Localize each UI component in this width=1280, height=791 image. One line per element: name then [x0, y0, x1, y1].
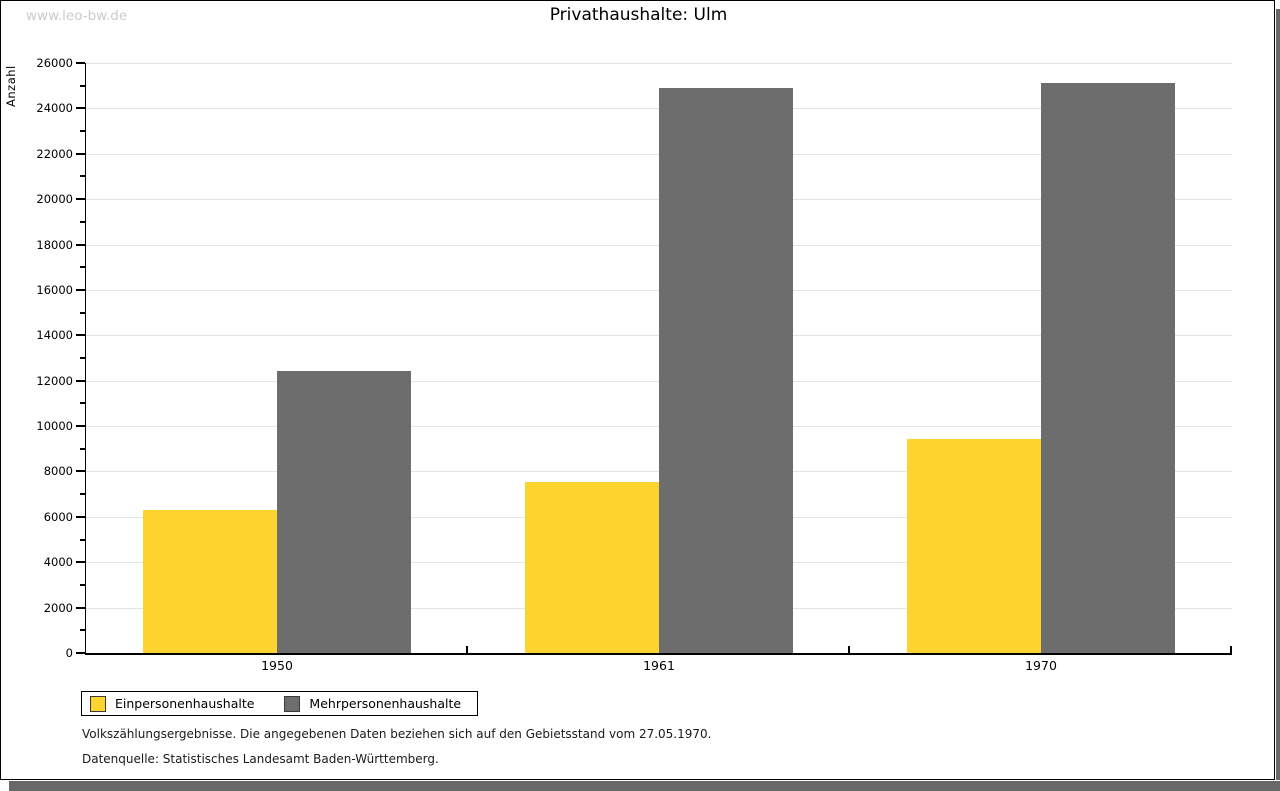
legend-swatch — [284, 695, 301, 712]
y-axis-minor-tick — [80, 538, 85, 541]
x-axis-category-label: 1950 — [261, 658, 293, 673]
x-axis-category-label: 1970 — [1025, 658, 1057, 673]
bar-mehrpersonenhaushalte-1961 — [659, 88, 793, 653]
y-axis-tick-label: 2000 — [43, 600, 73, 615]
y-axis-minor-tick — [80, 583, 85, 586]
y-axis-minor-tick — [80, 175, 85, 178]
y-axis-tick-label: 20000 — [36, 192, 73, 207]
watermark-text: www.leo-bw.de — [26, 8, 128, 24]
y-axis-minor-tick — [80, 447, 85, 450]
y-axis-minor-tick — [80, 357, 85, 359]
y-axis-major-tick — [76, 425, 85, 428]
x-axis-category-label: 1961 — [643, 658, 675, 673]
x-axis-tick — [466, 646, 468, 653]
panel-shadow-right — [1276, 9, 1280, 780]
legend-box: Einpersonenhaushalte Mehrpersonenhaushalt… — [81, 691, 478, 716]
y-axis-minor-tick — [80, 311, 85, 314]
y-axis-minor-tick — [80, 493, 85, 496]
x-axis-tick — [1230, 646, 1232, 653]
y-axis-minor-tick — [80, 220, 85, 223]
bar-mehrpersonenhaushalte-1950 — [277, 371, 411, 653]
y-axis-tick-label: 24000 — [36, 101, 73, 116]
y-axis-major-tick — [76, 652, 85, 654]
bar-mehrpersonenhaushalte-1970 — [1041, 83, 1175, 653]
bar-einpersonenhaushalte-1970 — [907, 439, 1041, 653]
legend-item: Einpersonenhaushalte — [90, 695, 255, 712]
y-axis-major-tick — [76, 515, 85, 518]
y-axis-tick-label: 14000 — [36, 328, 73, 343]
y-axis-major-tick — [76, 288, 85, 291]
y-axis-major-tick — [76, 470, 85, 473]
x-axis-tick — [848, 646, 850, 653]
legend-item: Mehrpersonenhaushalte — [284, 695, 462, 712]
bar-einpersonenhaushalte-1950 — [143, 510, 277, 653]
y-axis-minor-tick — [80, 130, 85, 133]
y-axis-major-tick — [76, 152, 85, 155]
y-axis-major-tick — [76, 606, 85, 609]
legend-label: Einpersonenhaushalte — [115, 696, 255, 711]
y-axis-tick-label: 6000 — [43, 509, 73, 524]
footnote-source-note: Volkszählungsergebnisse. Die angegebenen… — [82, 727, 712, 741]
y-axis-major-tick — [76, 561, 85, 564]
y-axis-tick-label: 26000 — [36, 56, 73, 70]
panel-shadow-bottom — [9, 781, 1280, 791]
y-gridline — [86, 63, 1232, 64]
y-axis-tick-label: 16000 — [36, 282, 73, 297]
legend-label: Mehrpersonenhaushalte — [309, 696, 462, 711]
y-axis-major-tick — [76, 334, 85, 337]
y-axis-major-tick — [76, 62, 85, 64]
y-axis-major-tick — [76, 198, 85, 201]
y-axis-tick-label: 0 — [65, 646, 73, 660]
chart-title: Privathaushalte: Ulm — [549, 5, 728, 25]
y-axis-tick-label: 10000 — [36, 419, 73, 434]
plot-area: 0 2000 4000 6000 8000 10000 12000 14000 16000 180… — [36, 56, 1232, 673]
y-axis-minor-tick — [80, 84, 85, 87]
y-axis-tick-label: 8000 — [43, 464, 73, 479]
y-axis-tick-label: 22000 — [36, 146, 73, 161]
y-axis-tick-label: 12000 — [36, 373, 73, 388]
legend-swatch — [90, 695, 106, 712]
y-axis-minor-tick — [80, 402, 85, 405]
y-axis-major-tick — [76, 379, 85, 382]
y-axis-tick-label: 18000 — [36, 237, 73, 252]
bar-einpersonenhaushalte-1961 — [525, 481, 659, 653]
footnote-data-source: Datenquelle: Statistisches Landesamt Bad… — [82, 752, 439, 766]
y-axis-minor-tick — [80, 629, 85, 632]
y-axis-tick-label: 4000 — [43, 555, 73, 570]
y-axis-major-tick — [76, 107, 85, 110]
y-axis-minor-tick — [80, 266, 85, 269]
y-axis-major-tick — [76, 243, 85, 246]
